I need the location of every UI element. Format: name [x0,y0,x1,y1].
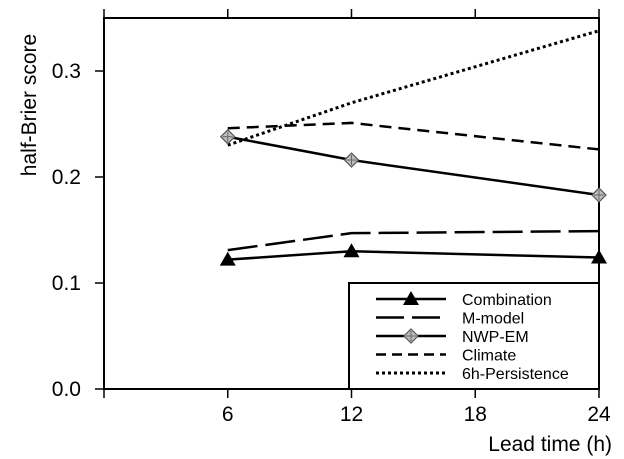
x-axis-label: Lead time (h) [488,433,612,456]
x-tick-label: 6 [222,403,234,426]
legend-label-nwp-em: NWP-EM [462,329,529,346]
series-line-climate [227,121,599,151]
legend-label-climate: Climate [462,348,516,365]
data-point-combination [219,251,236,266]
y-tick-label: 0.0 [52,378,81,401]
legend-label-combination: Combination [462,292,552,309]
x-tick-label: 18 [464,403,487,426]
y-tick-label: 0.2 [52,166,81,189]
y-axis-label: half-Brier score [18,34,41,176]
legend-label-6h-persistence: 6h-Persistence [462,366,569,383]
data-point-combination [591,249,607,264]
legend-label-m-model: M-model [462,311,524,328]
x-axis-ticks: 6 12 18 24 [103,9,611,426]
series-markers [219,128,607,266]
y-tick-label: 0.3 [52,60,81,83]
x-tick-label: 12 [340,403,363,426]
y-tick-label: 0.1 [52,272,81,295]
legend-marker-combination [403,291,419,305]
data-point-combination [343,243,360,258]
series-line-6h-persistence [227,29,599,147]
y-axis-ticks: 0.0 0.1 0.2 0.3 [52,60,104,401]
x-tick-label: 24 [587,403,611,426]
series-line-m-model [227,229,599,252]
